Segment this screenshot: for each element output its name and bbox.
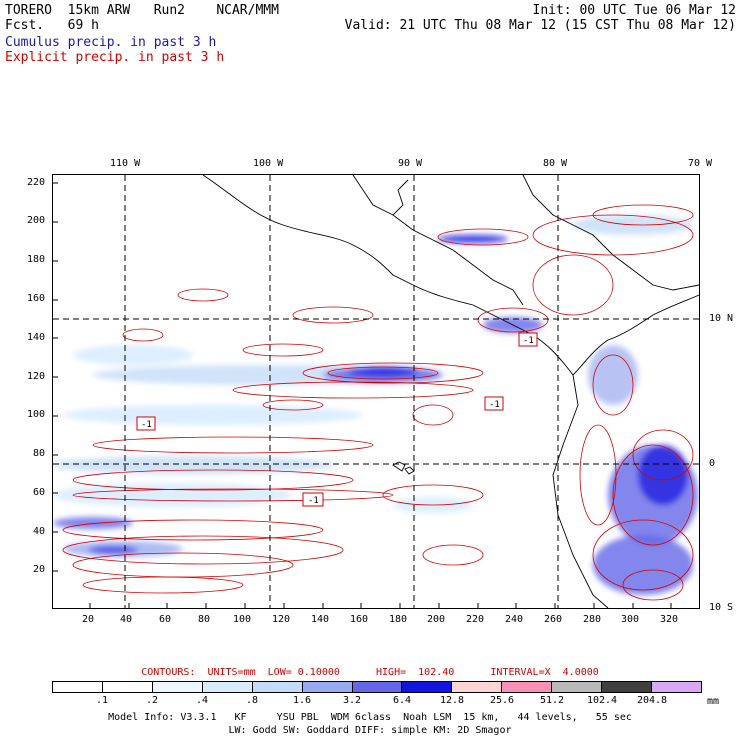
model-title: TORERO 15km ARW Run2 NCAR/MMM — [5, 3, 279, 18]
contour-label: -1 — [141, 420, 152, 430]
colorbar-label: 51.2 — [539, 695, 565, 706]
cumulus-legend: Cumulus precip. in past 3 h — [5, 35, 217, 50]
lat-lon-grid — [53, 175, 699, 608]
colorbar-swatch — [552, 682, 603, 692]
y-tick: 120 — [27, 371, 46, 382]
colorbar-label: 1.6 — [292, 695, 312, 706]
valid-time: Valid: 21 UTC Thu 08 Mar 12 (15 CST Thu … — [344, 18, 736, 33]
colorbar-label: 12.8 — [439, 695, 465, 706]
x-tick: 300 — [621, 614, 640, 625]
forecast-hour: Fcst. 69 h — [5, 18, 99, 33]
frame-ticks — [53, 182, 672, 608]
contour-label: -1 — [489, 400, 500, 410]
y-tick: 40 — [33, 526, 46, 537]
lon-label-110w: 110 W — [110, 158, 141, 169]
contour-label: -1 — [308, 496, 319, 506]
y-tick: 220 — [27, 177, 46, 188]
colorbar-label: 25.6 — [489, 695, 515, 706]
lon-label-70w: 70 W — [688, 158, 713, 169]
x-tick: 60 — [159, 614, 172, 625]
colorbar-swatch — [302, 682, 353, 692]
lat-label-10s: 10 S — [709, 602, 734, 613]
contour-label: -1 — [523, 336, 534, 346]
lat-label-0: 0 — [709, 458, 716, 469]
x-tick: 80 — [198, 614, 211, 625]
colorbar-swatch — [402, 682, 453, 692]
precip-map: -1 -1 -1 -1 — [52, 174, 700, 609]
x-tick: 40 — [120, 614, 133, 625]
precip-colorbar — [52, 681, 702, 693]
colorbar-label: 6.4 — [392, 695, 412, 706]
x-tick: 20 — [82, 614, 95, 625]
model-info: Model Info: V3.3.1 KF YSU PBL WDM 6class… — [108, 712, 632, 723]
lon-label-90w: 90 W — [398, 158, 423, 169]
colorbar-label: .8 — [245, 695, 259, 706]
colorbar-swatch — [152, 682, 203, 692]
cumulus-precip-shading — [53, 215, 698, 595]
colorbar-swatch — [602, 682, 653, 692]
colorbar-label: .1 — [95, 695, 109, 706]
coastlines — [202, 175, 699, 608]
y-tick: 180 — [27, 254, 46, 265]
y-tick: 80 — [33, 448, 46, 459]
colorbar-swatch — [102, 682, 153, 692]
y-tick: 160 — [27, 293, 46, 304]
x-tick: 260 — [544, 614, 563, 625]
colorbar-label: 204.8 — [636, 695, 668, 706]
lat-label-10n: 10 N — [709, 313, 734, 324]
y-tick: 200 — [27, 215, 46, 226]
colorbar-unit: mm — [707, 696, 720, 707]
x-tick: 240 — [505, 614, 524, 625]
colorbar-swatch — [452, 682, 503, 692]
x-tick: 100 — [233, 614, 252, 625]
colorbar-swatch — [502, 682, 553, 692]
colorbar-label: .4 — [195, 695, 209, 706]
x-tick: 160 — [350, 614, 369, 625]
colorbar-swatch — [202, 682, 253, 692]
y-tick: 20 — [33, 564, 46, 575]
x-tick: 200 — [427, 614, 446, 625]
contour-label-boxes — [136, 332, 538, 507]
x-tick: 220 — [466, 614, 485, 625]
init-time: Init: 00 UTC Tue 06 Mar 12 — [532, 3, 737, 18]
lon-label-80w: 80 W — [543, 158, 568, 169]
lon-label-100w: 100 W — [253, 158, 284, 169]
colorbar-label: 102.4 — [586, 695, 618, 706]
x-tick: 280 — [583, 614, 602, 625]
x-tick: 140 — [311, 614, 330, 625]
x-tick: 120 — [272, 614, 291, 625]
colorbar-swatch — [652, 682, 701, 692]
explicit-legend: Explicit precip. in past 3 h — [5, 50, 225, 65]
colorbar-label: .2 — [145, 695, 159, 706]
colorbar-swatch — [252, 682, 303, 692]
physics-info: LW: Godd SW: Goddard DIFF: simple KM: 2D… — [228, 725, 512, 736]
map-canvas: -1 -1 -1 -1 — [53, 175, 699, 608]
colorbar-swatch — [53, 682, 103, 692]
colorbar-swatch — [352, 682, 403, 692]
y-tick: 100 — [27, 409, 46, 420]
contours-caption: CONTOURS: UNITS=mm LOW= 0.10000 HIGH= 10… — [141, 667, 599, 678]
x-tick: 180 — [389, 614, 408, 625]
y-tick: 140 — [27, 332, 46, 343]
x-tick: 320 — [660, 614, 679, 625]
y-tick: 60 — [33, 487, 46, 498]
colorbar-label: 3.2 — [342, 695, 362, 706]
explicit-precip-contours — [62, 204, 694, 601]
